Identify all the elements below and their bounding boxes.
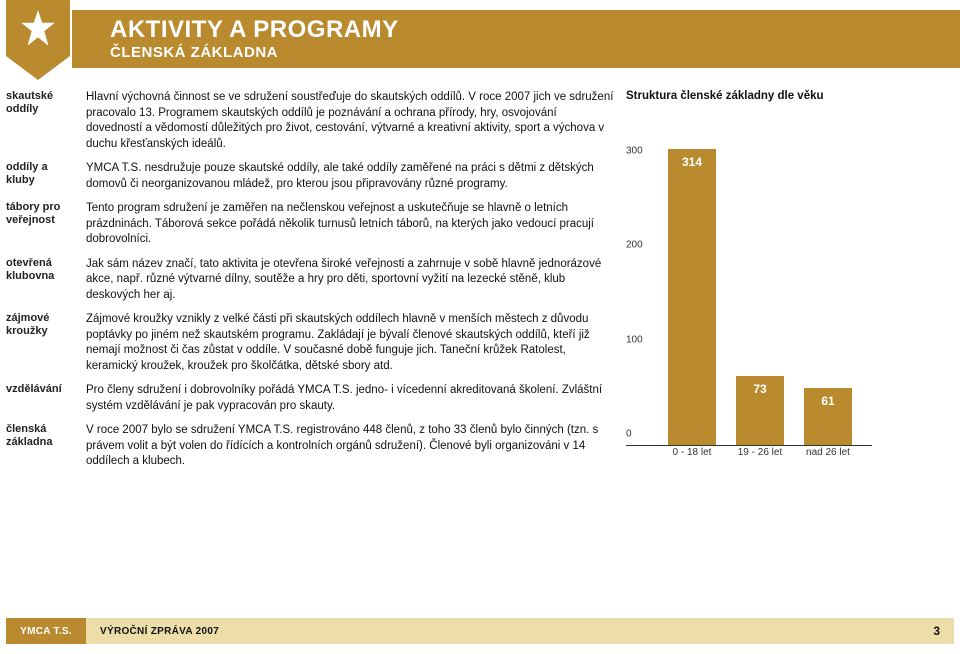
section-otevrena-klubovna: otevřená klubovna Jak sám název značí, t… xyxy=(6,257,616,304)
chart-x-labels: 0 - 18 let 19 - 26 let nad 26 let xyxy=(648,447,872,463)
footer-right: VÝROČNÍ ZPRÁVA 2007 3 xyxy=(86,618,954,644)
chart-xlabel: 0 - 18 let xyxy=(662,447,722,458)
chart-ytick: 100 xyxy=(626,334,643,345)
section-oddily-a-kluby: oddíly a kluby YMCA T.S. nesdružuje pouz… xyxy=(6,161,616,192)
chart-title: Struktura členské základny dle věku xyxy=(626,90,874,102)
page-header: AKTIVITY A PROGRAMY ČLENSKÁ ZÁKLADNA xyxy=(72,10,960,68)
section-body: Tento program sdružení je zaměřen na neč… xyxy=(86,201,616,248)
chart-plot-area: 314 73 61 xyxy=(648,116,872,445)
page-subtitle: ČLENSKÁ ZÁKLADNA xyxy=(110,44,960,61)
section-body: Hlavní výchovná činnost se ve sdružení s… xyxy=(86,90,616,152)
section-body: V roce 2007 bylo se sdružení YMCA T.S. r… xyxy=(86,423,616,470)
section-clenska-zakladna: členská základna V roce 2007 bylo se sdr… xyxy=(6,423,616,470)
logo-badge xyxy=(6,0,70,80)
footer-doc-title: VÝROČNÍ ZPRÁVA 2007 xyxy=(100,626,219,637)
page-footer: YMCA T.S. VÝROČNÍ ZPRÁVA 2007 3 xyxy=(6,618,954,644)
section-label: tábory pro veřejnost xyxy=(6,201,78,227)
section-tabory: tábory pro veřejnost Tento program sdruž… xyxy=(6,201,616,248)
page-title: AKTIVITY A PROGRAMY xyxy=(110,18,960,42)
footer-org: YMCA T.S. xyxy=(6,618,86,644)
section-label: členská základna xyxy=(6,423,78,449)
section-body: Jak sám název značí, tato aktivita je ot… xyxy=(86,257,616,304)
footer-page-number: 3 xyxy=(933,624,940,638)
chart-bar: 314 xyxy=(668,149,716,445)
section-zajmove-krouzky: zájmové kroužky Zájmové kroužky vznikly … xyxy=(6,312,616,374)
section-body: Zájmové kroužky vznikly z velké části př… xyxy=(86,312,616,374)
chart-ytick: 0 xyxy=(626,429,632,440)
section-label: otevřená klubovna xyxy=(6,257,78,283)
section-label: oddíly a kluby xyxy=(6,161,78,187)
page-content: skautské oddíly Hlavní výchovná činnost … xyxy=(6,90,954,479)
section-label: vzdělávání xyxy=(6,383,78,396)
section-skautske-oddily: skautské oddíly Hlavní výchovná činnost … xyxy=(6,90,616,152)
chart-column: Struktura členské základny dle věku 314 7… xyxy=(616,90,874,479)
chart-xlabel: 19 - 26 let xyxy=(730,447,790,458)
section-label: zájmové kroužky xyxy=(6,312,78,338)
section-body: YMCA T.S. nesdružuje pouze skautské oddí… xyxy=(86,161,616,192)
main-column: skautské oddíly Hlavní výchovná činnost … xyxy=(6,90,616,479)
chart-ytick: 200 xyxy=(626,240,643,251)
section-vzdelavani: vzdělávání Pro členy sdružení i dobrovol… xyxy=(6,383,616,414)
section-body: Pro členy sdružení i dobrovolníky pořádá… xyxy=(86,383,616,414)
age-structure-chart: 3147361 0 - 18 let19 - 26 letnad 26 let … xyxy=(626,116,872,446)
chart-bar: 61 xyxy=(804,388,852,446)
section-label: skautské oddíly xyxy=(6,90,78,116)
chart-bar: 73 xyxy=(736,376,784,445)
chart-xlabel: nad 26 let xyxy=(798,447,858,458)
scout-lily-icon xyxy=(17,8,59,50)
chart-ytick: 300 xyxy=(626,146,643,157)
